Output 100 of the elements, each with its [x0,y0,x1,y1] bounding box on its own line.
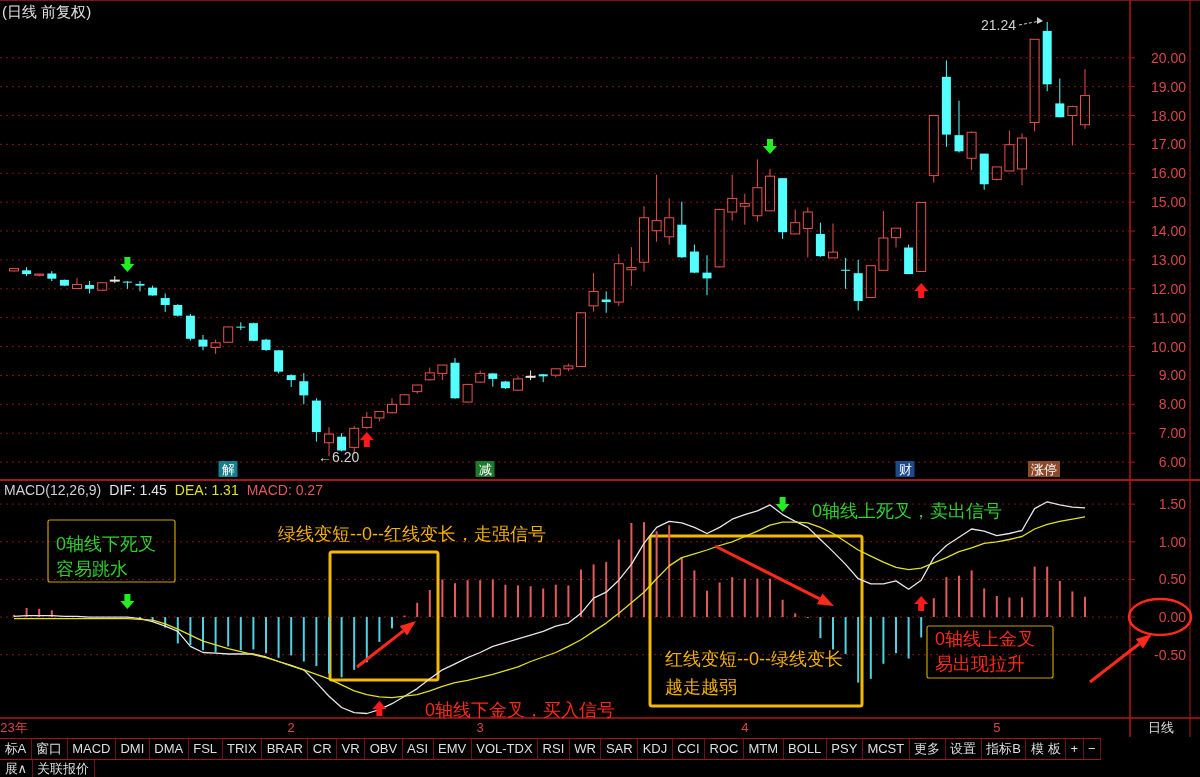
bar [718,582,721,618]
text: TRIX [222,739,263,759]
bar [239,617,242,651]
bar [794,613,797,618]
bar [466,580,469,618]
bar [693,570,696,618]
bar [1008,597,1011,618]
text: − [1083,739,1102,759]
text: EMV [433,739,472,759]
y-tick-label: 19.00 [1150,78,1187,95]
bar [945,577,948,618]
text: 指标B [981,739,1027,759]
bar [1058,580,1061,618]
bar [592,564,595,618]
bar [529,586,532,618]
y-tick-label: 18.00 [1150,107,1187,124]
bar [202,617,204,651]
annotation: 易出现拉升 [935,654,1025,674]
bar [227,617,230,647]
text: FSL [188,739,223,759]
bar [1021,597,1023,618]
annotation: 0轴线下死叉 [56,534,157,554]
bar [857,617,860,683]
bar [769,578,771,618]
x-tick-label: 3 [476,720,484,735]
bar [189,617,192,645]
text: DMA [149,739,189,759]
y-tick-label: 14.00 [1150,223,1187,240]
bar [353,617,356,670]
bar [932,598,935,618]
text: 标A [0,739,32,759]
text: MACD: 0.27 [246,482,324,498]
text: BRAR [262,739,309,759]
bar [895,617,897,654]
text: 关联报价 [32,760,95,777]
annotation: 0轴线上死叉，卖出信号 [812,501,1003,521]
bar [328,617,330,674]
y-tick-label: 17.00 [1150,136,1187,153]
bar [567,585,570,618]
annotation: 越走越弱 [665,677,737,697]
y-tick-label: 13.00 [1150,251,1187,268]
bar [416,602,419,618]
text: CR [308,739,338,759]
x-tick-label: 5 [993,720,1001,735]
annotation: 红线变短--0--绿线变长 [665,649,843,669]
annotation: 财 [898,462,912,477]
bar [844,617,847,654]
y-tick-label: 6.00 [1158,454,1187,471]
text: VR [337,739,366,759]
bar [580,569,582,618]
bar [617,539,620,618]
text: MACD [67,739,116,759]
bar [655,531,658,618]
bar [454,583,456,618]
text: 日线 [1146,719,1175,737]
bar [214,617,217,653]
bar [995,595,998,618]
bar [479,580,482,618]
annotation: 涨停 [1031,462,1057,477]
text: MCST [862,739,910,759]
text: VOL-TDX [471,739,539,759]
annotation: 解 [221,462,235,477]
y-tick-label: 1.50 [1158,496,1187,513]
bar [819,617,822,639]
x-tick-label: 23年 [0,720,28,735]
bar [781,599,784,618]
bar [252,617,255,650]
text: DMI [115,739,150,759]
bar [756,578,759,618]
bar [1084,596,1086,618]
bar [731,577,734,618]
text: 模 板 [1026,739,1067,759]
y-tick-label: 10.00 [1150,338,1187,355]
bar [378,617,381,642]
text: + [1066,739,1084,759]
y-tick-label: 9.00 [1158,367,1187,384]
annotation: 0轴线下金叉，买入信号 [425,700,616,720]
y-tick-label: 15.00 [1150,194,1187,211]
bar [428,589,431,618]
text: CCI [672,739,706,759]
bar [265,617,267,654]
text: BOLL [783,739,827,759]
bar [1033,566,1036,618]
bar [1071,591,1074,618]
x-tick-label: 4 [741,720,749,735]
chart-title: (日线 前复权) [2,3,92,20]
bar [970,570,973,618]
text: 展∧ [0,760,33,777]
bar [491,579,494,618]
bar [504,584,507,618]
x-tick-label: 2 [287,720,295,735]
annotation: 21.24 [980,17,1017,33]
text: OBV [365,739,403,759]
text: RSI [538,739,570,759]
chart-title: MACD(12,26,9) [4,482,102,498]
text: DIF: 1.45 [109,482,168,498]
bar [290,617,293,656]
text: ASI [402,739,434,759]
text: KDJ [638,739,673,759]
annotation: 减 [478,462,492,477]
